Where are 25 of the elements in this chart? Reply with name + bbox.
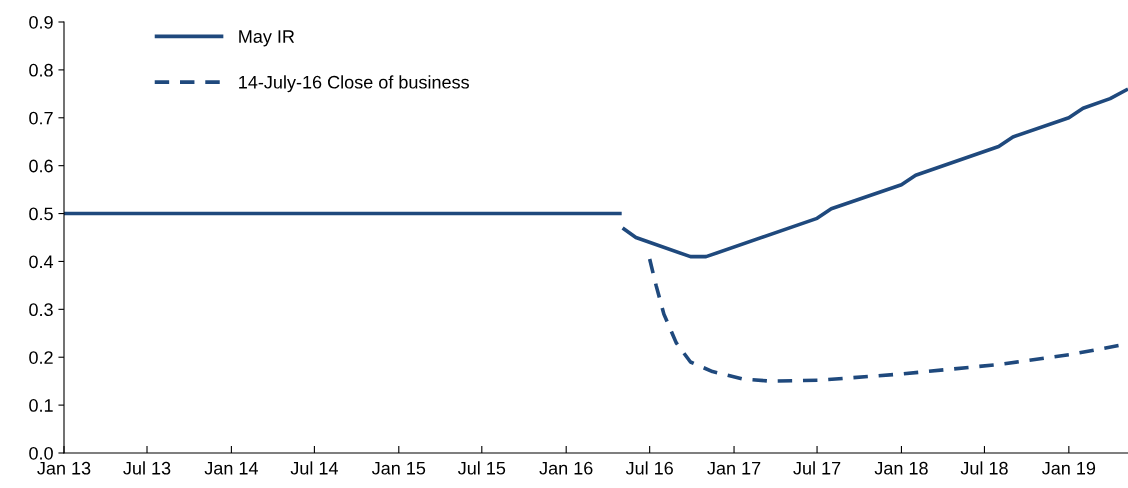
y-tick-label: 0.2: [29, 351, 53, 364]
x-tick-label: Jul 18: [960, 461, 1008, 475]
y-tick-label: 0.5: [29, 207, 53, 221]
legend-label: 14-July-16 Close of business: [239, 75, 469, 93]
x-tick-label: Jan 15: [371, 462, 426, 475]
x-tick-label: Jul 17: [793, 461, 841, 475]
x-tick-label: Jan 13: [37, 461, 91, 475]
y-tick-label: 0.4: [29, 255, 54, 269]
y-tick-label: 0.6: [29, 159, 53, 173]
y-tick-label: 0.0: [29, 446, 53, 460]
x-tick-label: Jul 13: [123, 461, 171, 475]
x-tick-label: Jul 16: [625, 461, 673, 475]
y-tick-label: 0.3: [29, 303, 53, 317]
x-tick-label: Jul 14: [290, 461, 338, 475]
x-tick-label: Jan 19: [1042, 461, 1096, 475]
y-tick-label: 0.9: [29, 15, 53, 29]
x-tick-label: Jul 15: [458, 461, 506, 475]
x-tick-label: Jan 14: [204, 462, 258, 475]
y-tick-label: 0.7: [29, 111, 53, 125]
x-tick-label: Jan 16: [539, 461, 593, 475]
legend-label: May IR: [239, 30, 295, 47]
x-tick-label: Jan 18: [874, 461, 928, 475]
y-tick-label: 0.8: [29, 63, 53, 77]
y-tick-label: 0.1: [29, 399, 53, 412]
x-tick-label: Jan 17: [707, 462, 761, 475]
